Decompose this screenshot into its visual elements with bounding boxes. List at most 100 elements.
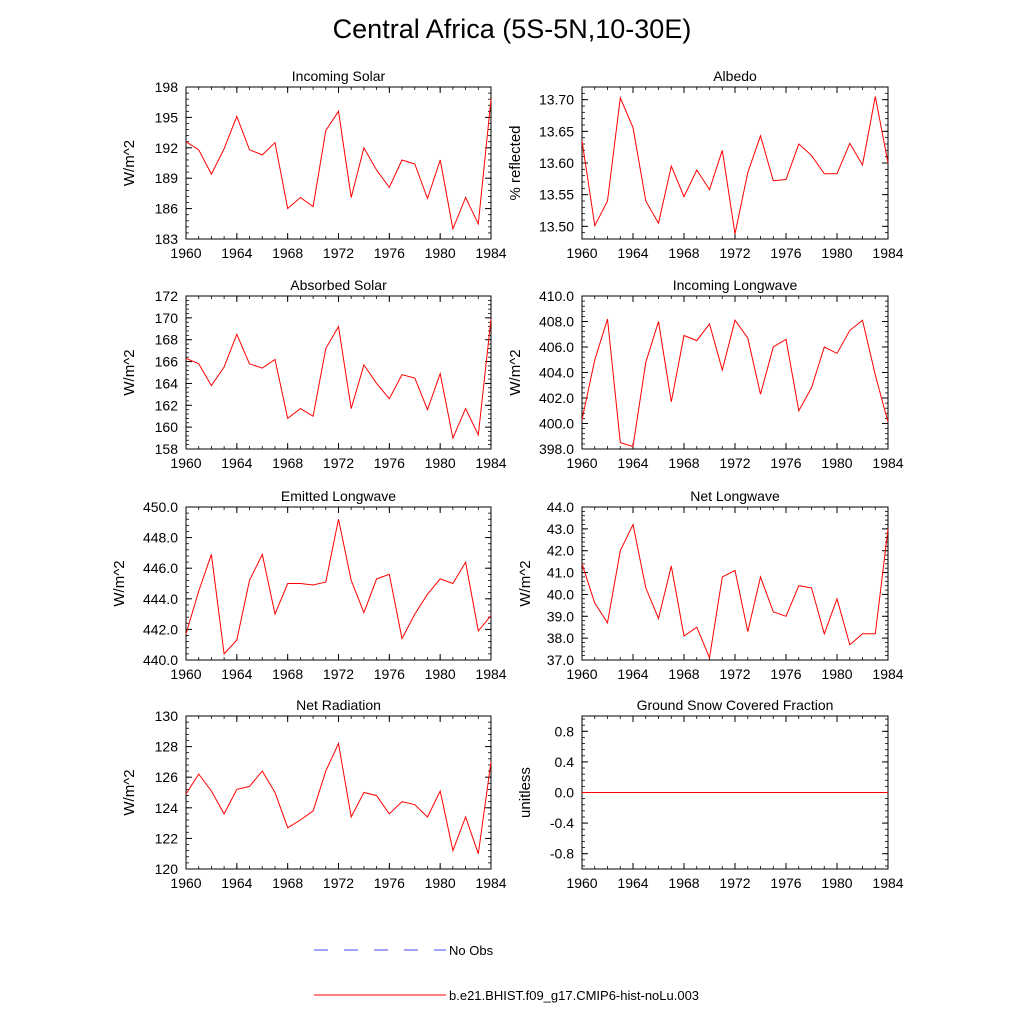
x-tick-label: 1960 <box>566 666 597 682</box>
y-tick-label: 13.65 <box>539 123 574 139</box>
y-tick-label: 166 <box>155 354 179 370</box>
y-tick-label: 13.60 <box>539 155 574 171</box>
x-tick-label: 1960 <box>170 875 201 891</box>
x-tick-label: 1976 <box>374 455 405 471</box>
panel-net-radiation: 1960 1964 1968 1972 1976 1980 1984 120 122 124 126… <box>121 697 507 891</box>
x-tick-label: 1964 <box>617 245 648 261</box>
y-tick-label: 195 <box>155 109 179 125</box>
x-tick-label: 1980 <box>821 666 852 682</box>
y-tick-label: 398.0 <box>539 441 574 457</box>
x-tick-label: 1964 <box>221 875 252 891</box>
x-tick-label: 1964 <box>221 245 252 261</box>
plot-frame <box>581 295 889 450</box>
y-tick-label: 192 <box>155 140 179 156</box>
legend-model-label: b.e21.BHIST.f09_g17.CMIP6-hist-noLu.003 <box>449 988 699 1003</box>
panel-albedo: 1960 1964 1968 1972 1976 1980 1984 13.50 13.55 13… <box>507 68 904 261</box>
x-tick-label: 1980 <box>821 245 852 261</box>
x-tick-label: 1968 <box>272 245 303 261</box>
x-tick-label: 1976 <box>770 666 801 682</box>
y-tick-label: 442.0 <box>143 621 178 637</box>
panel-title: Ground Snow Covered Fraction <box>637 697 834 713</box>
x-tick-label: 1976 <box>374 245 405 261</box>
x-tick-label: 1964 <box>221 455 252 471</box>
plot-frame <box>185 506 492 661</box>
plot-frame <box>185 295 492 450</box>
x-tick-label: 1984 <box>475 245 506 261</box>
x-tick-label: 1972 <box>323 245 354 261</box>
y-tick-label: 410.0 <box>539 288 574 304</box>
y-axis-label: W/m^2 <box>121 769 138 815</box>
y-tick-label: 0.0 <box>555 785 575 801</box>
y-tick-label: 400.0 <box>539 416 574 432</box>
x-tick-label: 1984 <box>872 455 903 471</box>
y-axis-label: unitless <box>517 767 534 818</box>
legend: No Obs b.e21.BHIST.f09_g17.CMIP6-hist-noL… <box>314 943 699 1003</box>
x-tick-label: 1960 <box>566 455 597 471</box>
series-line <box>185 99 492 231</box>
x-tick-label: 1968 <box>668 875 699 891</box>
series-line <box>581 522 889 660</box>
panel-title: Net Radiation <box>296 697 381 713</box>
y-tick-label: 402.0 <box>539 390 574 406</box>
x-tick-label: 1980 <box>425 245 456 261</box>
x-tick-label: 1968 <box>272 455 303 471</box>
panel-title: Albedo <box>713 68 757 84</box>
y-tick-label: 120 <box>155 861 179 877</box>
y-tick-label: 128 <box>155 739 179 755</box>
x-tick-label: 1984 <box>475 875 506 891</box>
panel-net-longwave: 1960 1964 1968 1972 1976 1980 1984 37.0 38.0 39.0… <box>517 488 904 682</box>
y-tick-label: 124 <box>155 800 179 816</box>
x-tick-label: 1968 <box>272 666 303 682</box>
panel-title: Incoming Longwave <box>673 277 798 293</box>
y-tick-label: 172 <box>155 288 179 304</box>
y-tick-label: -0.4 <box>550 815 574 831</box>
y-tick-label: 37.0 <box>547 652 574 668</box>
x-tick-label: 1980 <box>425 875 456 891</box>
y-tick-label: 13.70 <box>539 92 574 108</box>
y-tick-label: 162 <box>155 397 179 413</box>
plot-frame <box>581 506 889 661</box>
y-tick-label: 440.0 <box>143 652 178 668</box>
panel-title: Emitted Longwave <box>281 488 396 504</box>
x-tick-label: 1984 <box>475 455 506 471</box>
panel-incoming-longwave: 1960 1964 1968 1972 1976 1980 1984 398.0 400.0 40… <box>507 277 904 471</box>
y-tick-label: 43.0 <box>547 521 574 537</box>
y-tick-label: 0.8 <box>555 723 575 739</box>
panel-emitted-longwave: 1960 1964 1968 1972 1976 1980 1984 440.0 442.0 44… <box>111 488 507 682</box>
y-tick-label: 168 <box>155 332 179 348</box>
x-tick-label: 1976 <box>770 455 801 471</box>
y-axis-label: % reflected <box>507 125 524 200</box>
y-tick-label: 0.4 <box>555 754 575 770</box>
y-tick-label: 122 <box>155 830 179 846</box>
panel-incoming-solar: 1960 1964 1968 1972 1976 1980 1984 183 186 189 192… <box>121 68 507 261</box>
y-axis-label: W/m^2 <box>121 140 138 186</box>
y-tick-label: 38.0 <box>547 630 574 646</box>
y-tick-label: 160 <box>155 419 179 435</box>
x-tick-label: 1960 <box>170 666 201 682</box>
x-tick-label: 1968 <box>668 245 699 261</box>
legend-obs-label: No Obs <box>449 943 494 958</box>
x-tick-label: 1980 <box>821 455 852 471</box>
y-tick-label: 448.0 <box>143 530 178 546</box>
x-tick-label: 1964 <box>617 666 648 682</box>
x-tick-label: 1960 <box>566 245 597 261</box>
panel-absorbed-solar: 1960 1964 1968 1972 1976 1980 1984 158 160 162 164… <box>121 277 507 471</box>
y-tick-label: 450.0 <box>143 499 178 515</box>
y-tick-label: 41.0 <box>547 565 574 581</box>
x-tick-label: 1972 <box>719 455 750 471</box>
y-tick-label: 189 <box>155 170 179 186</box>
y-tick-label: 44.0 <box>547 499 574 515</box>
x-tick-label: 1972 <box>323 666 354 682</box>
x-tick-label: 1960 <box>170 455 201 471</box>
panel-title: Net Longwave <box>690 488 780 504</box>
series-line <box>185 318 492 440</box>
x-tick-label: 1968 <box>272 875 303 891</box>
x-tick-label: 1968 <box>668 666 699 682</box>
y-axis-label: W/m^2 <box>121 349 138 395</box>
x-tick-label: 1980 <box>425 455 456 471</box>
y-tick-label: 40.0 <box>547 586 574 602</box>
series-line <box>581 95 889 235</box>
y-tick-label: 13.50 <box>539 218 574 234</box>
x-tick-label: 1972 <box>323 875 354 891</box>
